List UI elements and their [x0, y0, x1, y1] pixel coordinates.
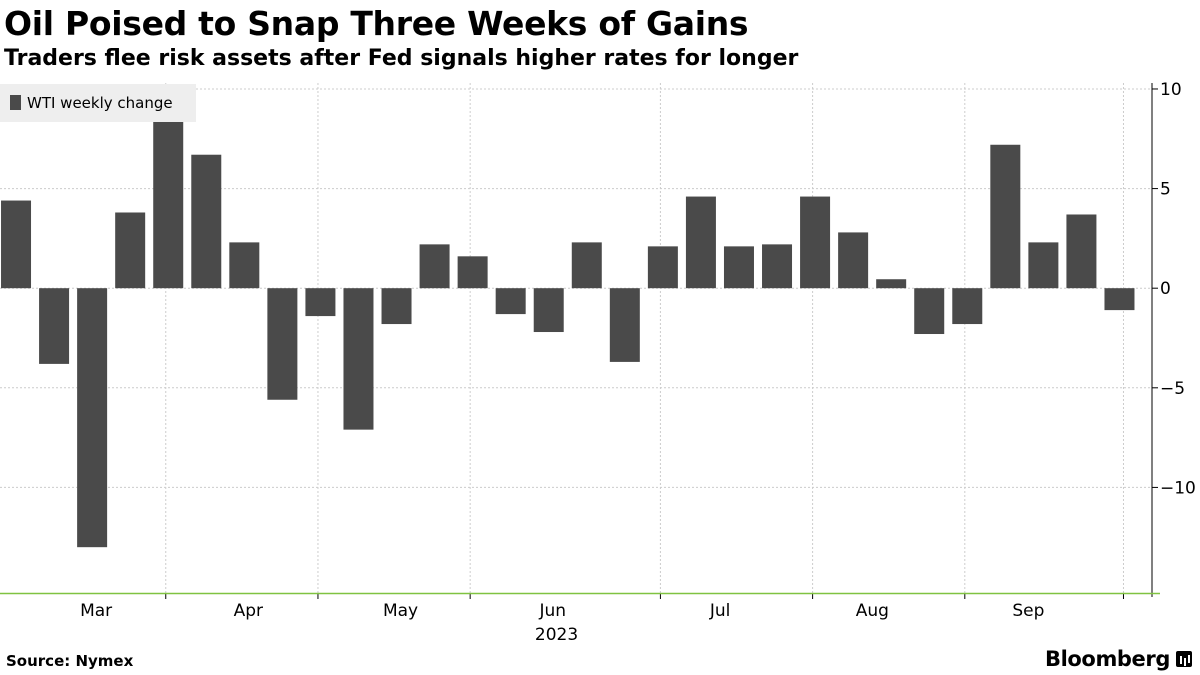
- bar-week-16: [571, 242, 602, 289]
- bar-week-21: [762, 244, 793, 289]
- chart-subtitle: Traders flee risk assets after Fed signa…: [4, 46, 799, 71]
- bar-week-25: [914, 288, 945, 335]
- bloomberg-terminal-icon: [1176, 651, 1192, 667]
- x-tick-label: Sep: [1012, 601, 1044, 621]
- bar-week-7: [229, 242, 260, 289]
- bar-week-1: [1, 200, 32, 289]
- source-note: Source: Nymex: [6, 652, 134, 670]
- bar-week-23: [838, 232, 869, 289]
- chart-title: Oil Poised to Snap Three Weeks of Gains: [4, 4, 749, 43]
- bar-week-26: [952, 288, 983, 325]
- axes: 10 5 0 −5 −10 Mar Apr May Jun Jul Aug Sep 2023: [0, 80, 1196, 645]
- legend: WTI weekly change: [0, 84, 196, 122]
- bar-week-20: [723, 246, 754, 289]
- y-tick-label: −5: [1160, 379, 1185, 399]
- x-tick-label: Aug: [856, 601, 889, 621]
- y-tick-label: −10: [1160, 478, 1196, 498]
- bar-week-13: [457, 256, 488, 289]
- bar-week-19: [685, 196, 716, 289]
- bar-series: [1, 102, 1135, 548]
- bar-week-14: [495, 288, 526, 315]
- bar-week-8: [267, 288, 298, 400]
- bar-week-30: [1104, 288, 1135, 311]
- bar-week-11: [381, 288, 412, 325]
- legend-label: WTI weekly change: [27, 94, 173, 112]
- y-tick-label: 10: [1160, 80, 1182, 100]
- bar-week-15: [533, 288, 564, 333]
- bar-week-6: [191, 154, 222, 289]
- x-tick-label: May: [383, 601, 418, 621]
- brand-logo: Bloomberg: [1045, 647, 1192, 671]
- bar-week-12: [419, 244, 450, 289]
- bar-week-2: [39, 288, 70, 364]
- x-tick-label: Jul: [709, 601, 731, 621]
- bar-week-10: [343, 288, 374, 430]
- legend-swatch: [10, 95, 21, 110]
- x-tick-label: Mar: [80, 601, 112, 621]
- bar-week-18: [647, 246, 678, 289]
- x-tick-label: Apr: [234, 601, 263, 621]
- y-tick-label: 0: [1160, 279, 1171, 299]
- bar-week-17: [609, 288, 640, 362]
- bar-week-5: [153, 102, 184, 289]
- bar-week-4: [115, 212, 146, 289]
- bar-week-24: [876, 279, 907, 289]
- y-tick-label: 5: [1160, 180, 1171, 200]
- bar-week-9: [305, 288, 336, 317]
- legend-background: [0, 84, 196, 122]
- bar-week-22: [800, 196, 831, 289]
- brand-name: Bloomberg: [1044, 647, 1170, 671]
- bar-week-28: [1028, 242, 1059, 289]
- bar-week-27: [990, 144, 1021, 289]
- x-year-label: 2023: [535, 625, 578, 645]
- x-tick-label: Jun: [538, 601, 566, 621]
- bar-week-3: [77, 288, 108, 548]
- bar-week-29: [1066, 214, 1097, 289]
